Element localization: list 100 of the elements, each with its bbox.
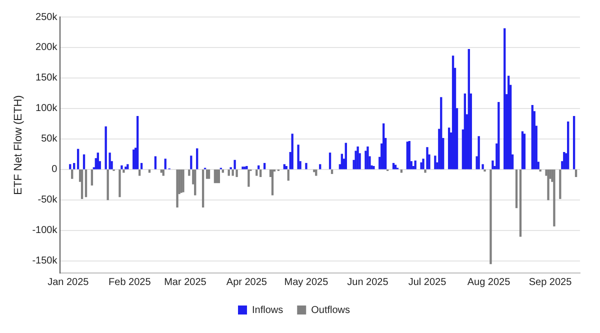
- bar: [291, 134, 294, 170]
- bar: [242, 166, 244, 170]
- bar: [246, 166, 248, 170]
- bar: [162, 170, 164, 176]
- x-tick-label: May 2025: [284, 276, 329, 288]
- bar: [236, 170, 238, 178]
- bar: [164, 158, 166, 170]
- bar: [508, 76, 510, 170]
- legend-label: Inflows: [252, 304, 284, 316]
- bar: [468, 48, 470, 170]
- bar: [382, 123, 385, 170]
- bar: [330, 170, 334, 174]
- bar: [104, 126, 107, 170]
- bar: [354, 150, 357, 170]
- bar: [214, 170, 216, 184]
- legend-label: Outflows: [311, 304, 350, 316]
- bar: [244, 166, 246, 170]
- bar: [176, 170, 178, 208]
- bar: [515, 170, 518, 208]
- bar: [190, 156, 192, 170]
- bar: [400, 170, 403, 173]
- bar: [196, 148, 198, 170]
- bar: [364, 150, 367, 170]
- bar: [414, 160, 416, 170]
- bar: [148, 170, 151, 173]
- y-tick-label: 100k: [36, 103, 58, 114]
- bar: [287, 170, 290, 181]
- bar: [138, 170, 141, 176]
- bar: [76, 148, 80, 170]
- bar: [71, 170, 74, 179]
- bar: [313, 170, 316, 172]
- bar: [547, 170, 550, 200]
- y-tick-label: 150k: [36, 72, 58, 84]
- bar: [315, 170, 318, 176]
- bar: [256, 170, 258, 176]
- x-tick-label: Jul 2025: [408, 276, 447, 288]
- y-tick-label: 200k: [36, 42, 58, 54]
- x-tick-label: Feb 2025: [108, 276, 152, 288]
- x-tick-label: Jun 2025: [347, 276, 389, 288]
- bar: [490, 170, 492, 264]
- bar: [319, 164, 322, 170]
- x-tick-label: Sep 2025: [528, 276, 572, 288]
- x-tick-label: Jan 2025: [48, 276, 90, 288]
- bar: [523, 134, 526, 170]
- bar: [84, 170, 88, 198]
- y-tick-label: 0: [52, 164, 58, 176]
- bar: [366, 146, 369, 170]
- bar: [340, 154, 344, 170]
- bar: [424, 170, 426, 173]
- x-tick-label: Mar 2025: [164, 276, 207, 288]
- bar: [69, 164, 72, 170]
- bar: [234, 160, 236, 170]
- bar: [452, 56, 454, 170]
- bar: [297, 144, 300, 170]
- y-tick-label: -50k: [38, 194, 58, 206]
- bar: [328, 152, 332, 170]
- bar: [519, 170, 522, 237]
- y-tick-label: -150k: [32, 256, 58, 267]
- bar: [80, 170, 84, 199]
- bar: [218, 170, 220, 184]
- bar: [498, 102, 500, 170]
- bar: [553, 170, 556, 226]
- bar: [574, 170, 578, 178]
- bar: [222, 170, 224, 173]
- bar: [521, 131, 524, 170]
- bar: [344, 142, 347, 170]
- bar: [232, 170, 234, 176]
- bar: [408, 141, 410, 170]
- bar: [248, 170, 250, 187]
- bar: [478, 136, 480, 170]
- bar: [208, 170, 210, 179]
- bar: [126, 164, 129, 170]
- bar: [305, 162, 308, 170]
- bar: [559, 170, 562, 199]
- y-axis-title: ETF Net Flow (ETH): [12, 95, 25, 195]
- bar: [124, 166, 127, 170]
- bar: [160, 170, 162, 173]
- bar: [82, 154, 86, 170]
- bar: [188, 170, 190, 176]
- bar: [118, 170, 121, 198]
- bar: [356, 146, 359, 170]
- y-tick-label: -100k: [32, 225, 58, 236]
- bar: [206, 170, 208, 179]
- bar: [202, 170, 204, 208]
- bar: [531, 105, 534, 170]
- bar: [194, 170, 196, 196]
- bar: [406, 142, 408, 170]
- y-tick-label: 250k: [36, 12, 58, 23]
- bar: [504, 28, 506, 170]
- y-tick-label: 50k: [41, 134, 58, 145]
- bar: [106, 170, 109, 200]
- bar: [260, 170, 262, 178]
- bar: [440, 97, 442, 170]
- bar: [120, 165, 123, 170]
- bar: [572, 116, 576, 170]
- bar: [182, 170, 184, 192]
- bar: [90, 170, 94, 186]
- bar: [136, 116, 139, 170]
- bar: [271, 170, 274, 196]
- bar: [567, 122, 570, 170]
